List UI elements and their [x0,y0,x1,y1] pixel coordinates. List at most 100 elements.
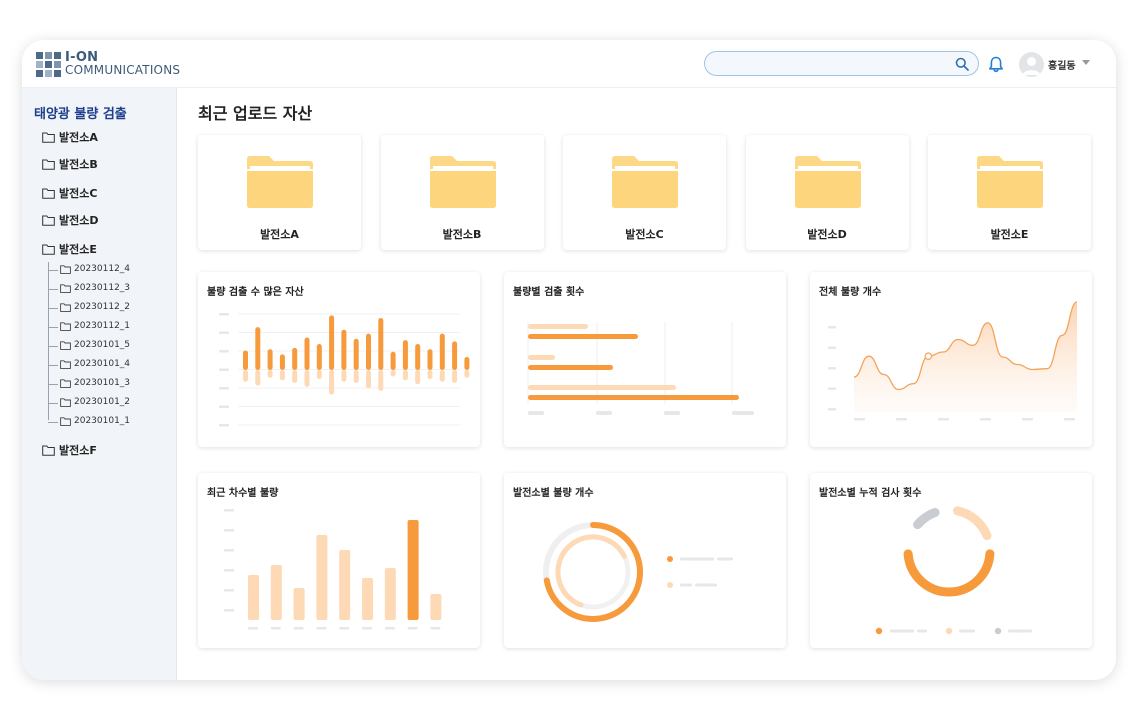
chart-card-defect-types[interactable]: 불량별 검출 횟수 [504,272,786,447]
user-avatar-icon[interactable] [1019,52,1044,77]
bar [341,370,347,382]
legend-label-placeholder [890,629,914,633]
folder-card[interactable]: 발전소A [198,135,361,250]
axis-tick-placeholder [293,627,304,630]
sidebar-item-plant-b[interactable]: 발전소B [42,156,98,172]
axis-tick-placeholder [664,411,680,415]
axis-tick-placeholder [224,509,234,512]
folder-icon [794,156,861,208]
sidebar-subitem[interactable]: 20230112_4 [60,264,130,274]
caret-down-icon[interactable] [1082,60,1090,65]
chart-card-top-assets[interactable]: 불량 검출 수 많은 자산 [198,272,480,447]
folder-outline-icon [42,132,55,143]
folder-outline-icon [60,359,71,369]
folder-card[interactable]: 발전소D [745,135,909,250]
bar [362,578,373,620]
folder-icon [429,156,496,208]
search-bar [704,51,979,76]
bar [415,344,421,370]
sidebar-subitem[interactable]: 20230101_3 [60,378,130,388]
folder-outline-icon [60,340,71,350]
folder-icon [977,156,1043,208]
bar [402,340,408,370]
user-name[interactable]: 홍길동 [1048,61,1076,72]
sidebar-item-label: 발전소F [59,444,97,457]
folder-card[interactable]: 발전소C [563,135,726,250]
chart-title: 전체 불량 개수 [819,287,882,298]
axis-tick-placeholder [219,350,229,353]
bell-icon[interactable] [988,56,1004,73]
axis-tick-placeholder [384,627,395,630]
folder-card[interactable]: 발전소B [380,135,544,250]
sidebar-subitem[interactable]: 20230101_5 [60,340,130,350]
bar [293,588,305,620]
axis-tick-placeholder [316,627,327,630]
axis-tick-placeholder [224,529,234,532]
bar [407,520,419,620]
legend-dot [945,627,953,635]
axis-tick-placeholder [224,569,234,572]
tree-connector [48,327,58,328]
legend-label-placeholder [680,583,692,587]
sidebar-title: 태양광 불량 검출 [34,107,127,122]
folder-card[interactable]: 발전소E [928,135,1091,250]
sidebar-subitem-label: 20230101_2 [74,397,131,407]
bar [267,349,273,370]
sidebar-subitem[interactable]: 20230112_3 [60,283,130,293]
sidebar-item-label: 발전소B [59,158,98,171]
chart-card-plant-defects[interactable]: 발전소별 불량 개수 [504,473,786,648]
company-logo[interactable]: I-ON COMMUNICATIONS [36,50,180,78]
axis-tick-placeholder [980,418,991,421]
sidebar-subitem[interactable]: 20230112_2 [60,302,130,312]
legend-dot [667,556,673,562]
sidebar-item-label: 발전소E [59,243,97,256]
chart-title: 최근 차수별 불량 [207,488,279,499]
bar [528,365,613,370]
sidebar-item-plant-a[interactable]: 발전소A [42,129,98,145]
bar [255,327,261,370]
legend-label-placeholder [680,557,714,561]
legend-label-placeholder [959,629,975,633]
chart-cumulative-inspections [875,506,1032,635]
chart-card-plant-inspections[interactable]: 발전소별 누적 검사 횟수 [810,473,1092,648]
bar [329,315,335,370]
search-input[interactable] [705,52,945,76]
sidebar-subitem-label: 20230101_5 [74,340,131,350]
logo-line-2: COMMUNICATIONS [65,63,181,77]
axis-tick-placeholder [828,387,836,390]
sidebar-subitem-label: 20230112_1 [74,321,131,331]
folder-label: 발전소E [990,228,1029,241]
bar [415,370,421,385]
bar [267,370,273,378]
folder-label: 발전소B [442,228,482,241]
folder-icon [247,156,313,208]
sidebar-subitem[interactable]: 20230112_1 [60,321,130,331]
search-icon[interactable] [955,57,969,71]
folder-outline-icon [42,244,55,255]
bar [316,535,328,620]
chart-title: 발전소별 불량 개수 [513,488,594,499]
axis-tick-placeholder [828,367,836,370]
bar [353,338,359,370]
sidebar-subitem[interactable]: 20230101_1 [60,416,130,426]
sidebar-subitem[interactable]: 20230101_4 [60,359,130,369]
bar [279,370,285,381]
sidebar-subitem[interactable]: 20230101_2 [60,397,130,407]
axis-tick-placeholder [828,346,836,349]
chart-card-total-defects[interactable]: 전체 불량 개수 [810,272,1092,447]
tree-connector [48,384,58,385]
bar [464,370,470,378]
folder-outline-icon [60,397,71,407]
chart-defects-by-plant [543,522,733,622]
chart-detection-count-by-defect [527,322,754,415]
bar [430,594,442,620]
main-content: 최근 업로드 자산 발전소A 발전소B 발전소C 발전소D 발전소E 불량 검출 수 많… [177,88,1116,680]
sidebar-item-plant-f[interactable]: 발전소F [42,442,97,458]
top-header: I-ON COMMUNICATIONS 홍길동 [22,40,1116,88]
sidebar-item-plant-c[interactable]: 발전소C [42,185,97,201]
chart-card-recent-rounds[interactable]: 최근 차수별 불량 [198,473,480,648]
axis-tick-placeholder [219,331,229,334]
bar [248,575,259,620]
sidebar-item-plant-d[interactable]: 발전소D [42,212,99,228]
sidebar-item-plant-e[interactable]: 발전소E [42,241,97,257]
